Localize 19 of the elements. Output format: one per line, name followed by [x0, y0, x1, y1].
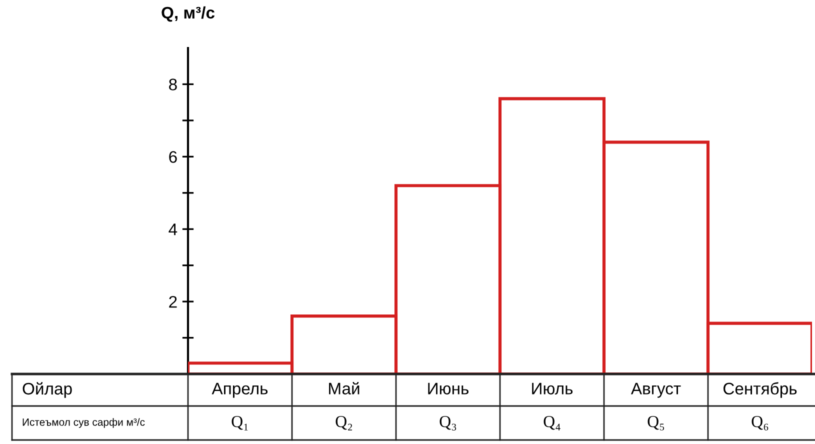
y-tick-label: 4	[168, 224, 178, 236]
x-tick-label: Август	[630, 382, 681, 398]
text: Истеъмол сув сарфи м³/с	[22, 418, 145, 428]
data-label: Q₂	[336, 416, 352, 430]
x-tick-label: Май	[329, 382, 360, 394]
x-tick-label: Июль	[532, 382, 573, 394]
text: Ойлар	[22, 382, 72, 398]
x-tick-label: Июнь	[428, 382, 468, 394]
data-label: Q₁	[232, 416, 248, 430]
data-label: Q₄	[544, 416, 560, 430]
x-tick-label: Апрель	[212, 382, 268, 398]
x-tick-label: Сентябрь	[724, 382, 797, 398]
data-label: Q₆	[752, 416, 768, 430]
data-label: Q₃	[440, 416, 456, 430]
y-tick-label: 2	[169, 296, 177, 308]
y-axis-title: Q, м³/с	[162, 6, 215, 22]
data-label: Q₅	[648, 416, 664, 430]
y-tick-label: 6	[169, 151, 177, 163]
y-tick-label: 8	[169, 78, 177, 90]
